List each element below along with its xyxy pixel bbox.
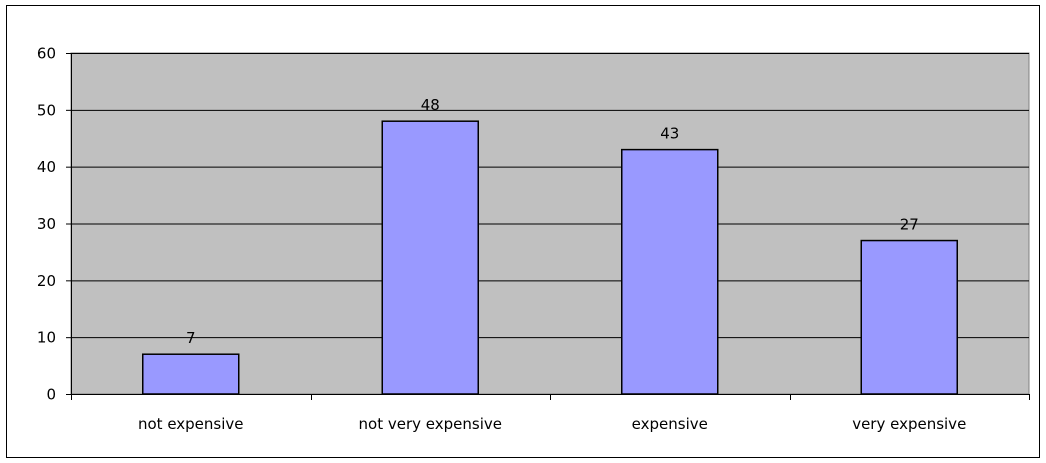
bar-not-very-expensive — [381, 120, 479, 395]
data-label: 48 — [421, 96, 440, 114]
data-label: 27 — [900, 216, 919, 234]
bar-not-expensive — [142, 353, 240, 395]
y-tick-label: 0 — [46, 386, 56, 404]
y-tick-label: 50 — [37, 101, 56, 119]
y-tick-label: 20 — [37, 272, 56, 290]
bar-expensive — [621, 148, 719, 395]
y-tick-label: 40 — [37, 158, 56, 176]
y-tick-label: 60 — [37, 45, 56, 63]
y-tick-label: 30 — [37, 215, 56, 233]
data-label: 7 — [186, 329, 196, 347]
x-tick-label: not expensive — [138, 415, 244, 433]
x-tick-label: not very expensive — [359, 415, 502, 433]
x-tick-label: very expensive — [852, 415, 966, 433]
plot-area: 0 10 20 30 40 50 60 7 not expensive 48 not very ex… — [37, 45, 1030, 433]
bar-very-expensive — [860, 239, 958, 395]
data-label: 43 — [660, 125, 679, 143]
x-tick-label: expensive — [632, 415, 708, 433]
y-tick-label: 10 — [37, 329, 56, 347]
